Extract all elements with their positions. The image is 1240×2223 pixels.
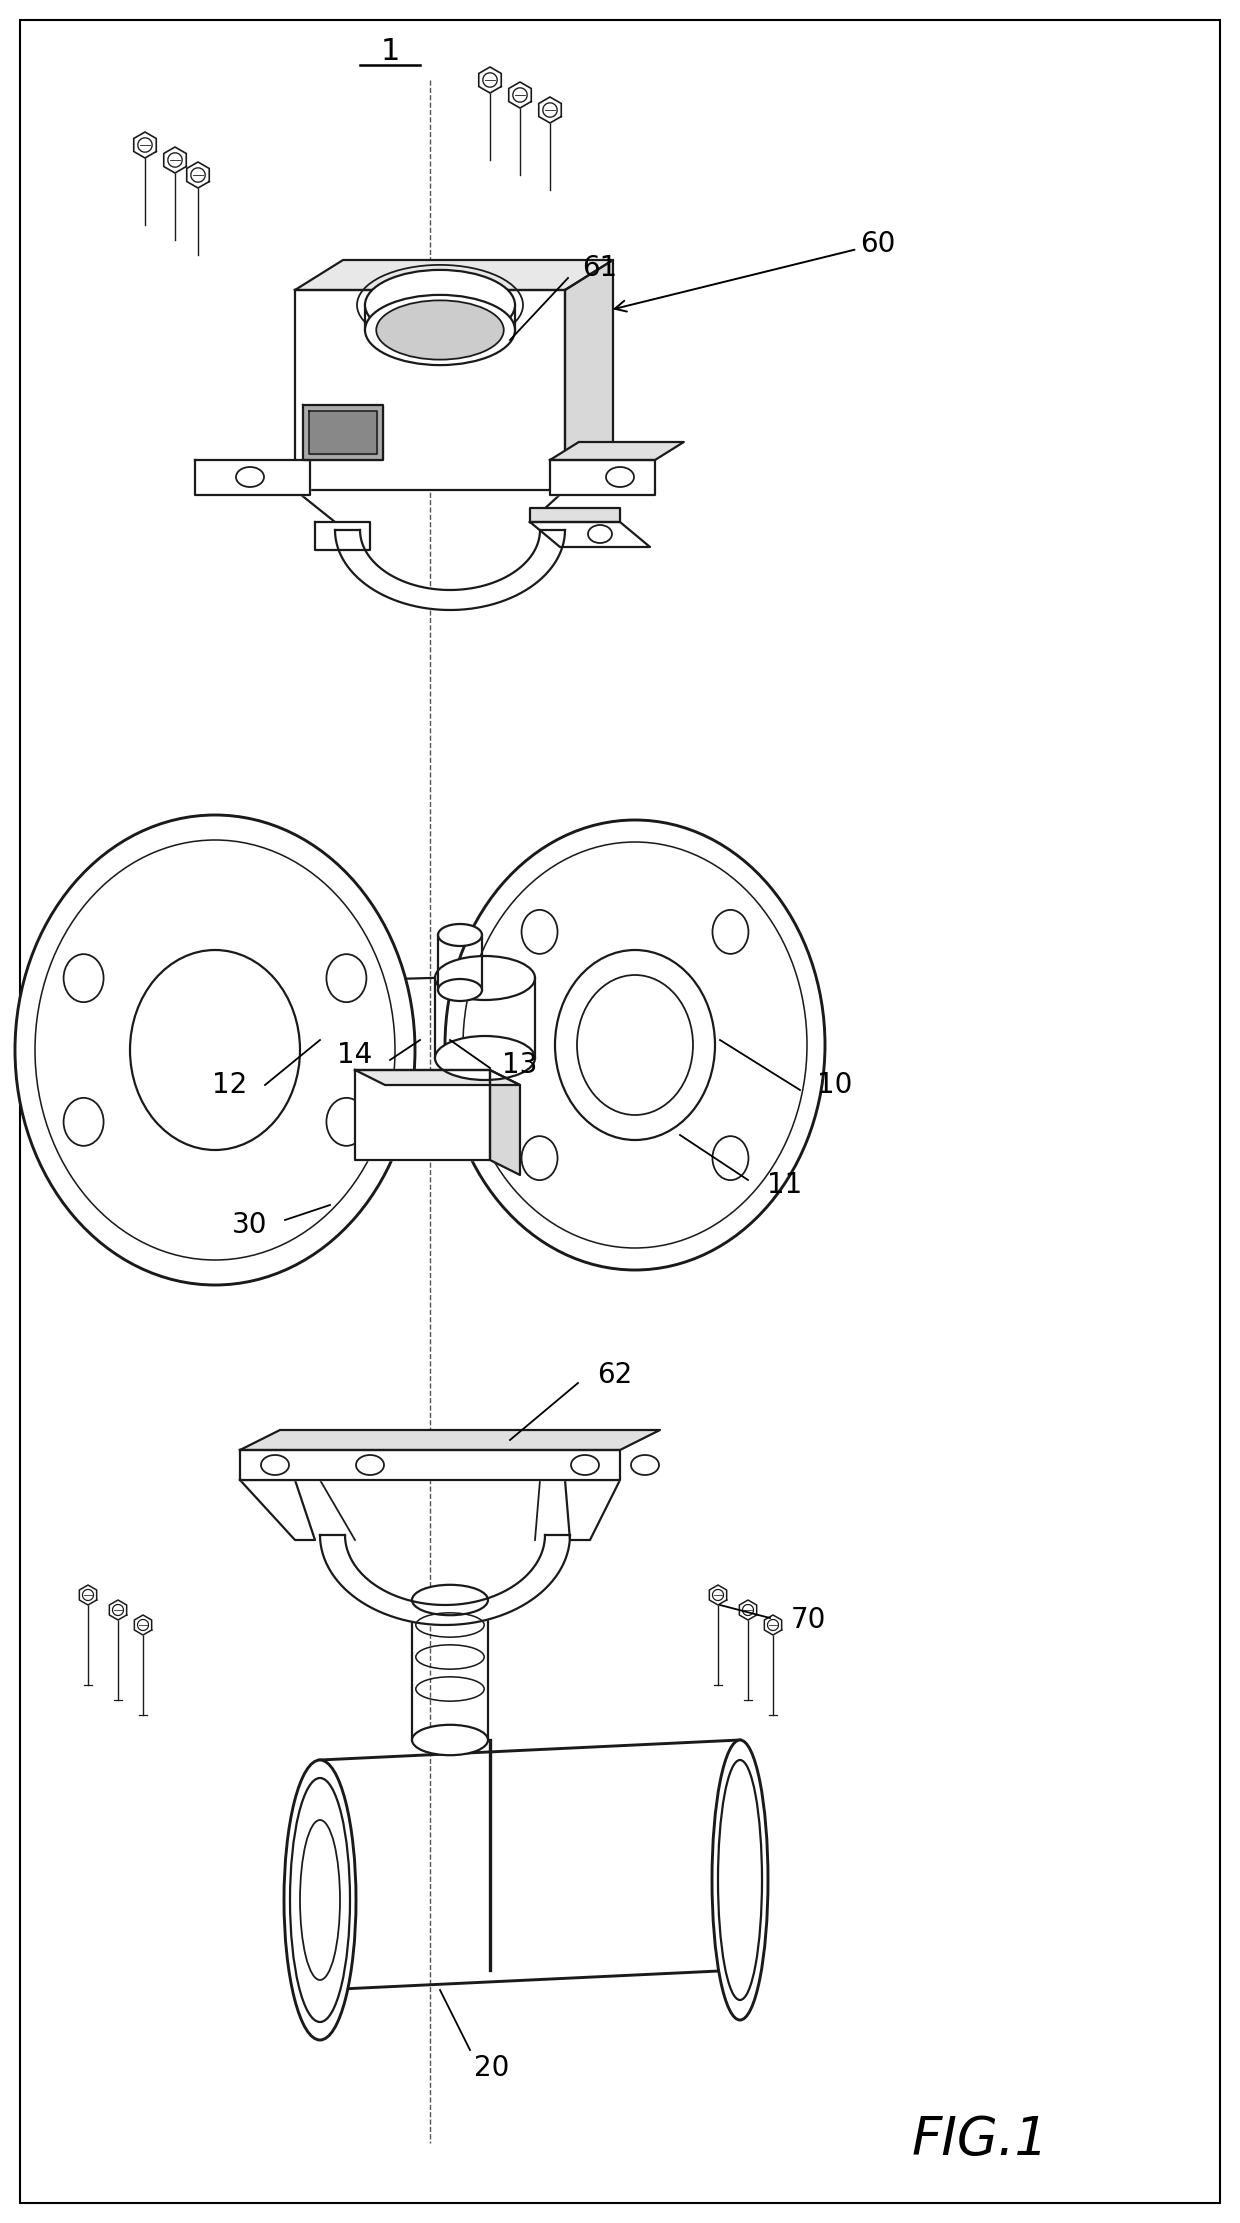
Ellipse shape — [631, 1456, 658, 1476]
Ellipse shape — [412, 1585, 489, 1616]
Polygon shape — [134, 131, 156, 158]
Ellipse shape — [326, 954, 366, 1003]
Polygon shape — [134, 1614, 151, 1634]
Text: 10: 10 — [817, 1071, 853, 1098]
Ellipse shape — [260, 1456, 289, 1476]
Polygon shape — [164, 147, 186, 173]
Ellipse shape — [445, 820, 825, 1269]
Ellipse shape — [713, 909, 749, 954]
Ellipse shape — [570, 1456, 599, 1476]
Polygon shape — [109, 1601, 126, 1621]
Ellipse shape — [556, 949, 715, 1140]
Ellipse shape — [435, 956, 534, 1000]
Ellipse shape — [435, 1036, 534, 1080]
Text: 20: 20 — [475, 2054, 510, 2083]
Ellipse shape — [284, 1761, 356, 2041]
Text: FIG.1: FIG.1 — [911, 2114, 1049, 2165]
Polygon shape — [529, 522, 650, 547]
Text: 30: 30 — [232, 1212, 268, 1238]
Polygon shape — [538, 98, 562, 122]
Polygon shape — [565, 260, 613, 489]
Polygon shape — [187, 162, 210, 189]
Polygon shape — [295, 289, 565, 489]
Polygon shape — [764, 1614, 781, 1634]
Text: 61: 61 — [583, 253, 618, 282]
Polygon shape — [355, 1069, 520, 1085]
Polygon shape — [79, 1585, 97, 1605]
Ellipse shape — [356, 1456, 384, 1476]
Polygon shape — [303, 405, 383, 460]
Polygon shape — [355, 1069, 490, 1160]
Ellipse shape — [376, 300, 503, 360]
Text: 14: 14 — [337, 1040, 373, 1069]
Polygon shape — [241, 1481, 315, 1541]
Ellipse shape — [412, 1725, 489, 1756]
Polygon shape — [739, 1601, 756, 1621]
Ellipse shape — [438, 978, 482, 1000]
Polygon shape — [241, 1449, 620, 1481]
Ellipse shape — [712, 1741, 768, 2021]
Ellipse shape — [522, 1136, 558, 1180]
Ellipse shape — [365, 269, 515, 340]
Ellipse shape — [606, 467, 634, 487]
Ellipse shape — [522, 909, 558, 954]
Ellipse shape — [326, 1098, 366, 1145]
Text: 1: 1 — [381, 38, 399, 67]
Polygon shape — [241, 1429, 660, 1449]
Polygon shape — [315, 522, 370, 549]
Ellipse shape — [15, 816, 415, 1285]
Ellipse shape — [365, 296, 515, 365]
Ellipse shape — [588, 525, 613, 542]
Polygon shape — [529, 509, 620, 522]
Text: 60: 60 — [615, 229, 895, 311]
Ellipse shape — [713, 1136, 749, 1180]
Polygon shape — [508, 82, 531, 109]
Polygon shape — [551, 442, 683, 460]
Text: 11: 11 — [768, 1172, 802, 1198]
Text: 12: 12 — [212, 1071, 248, 1098]
Polygon shape — [195, 460, 310, 496]
Ellipse shape — [290, 1778, 350, 2023]
Polygon shape — [309, 411, 377, 453]
Text: 13: 13 — [502, 1051, 538, 1078]
Polygon shape — [565, 1481, 620, 1541]
Polygon shape — [551, 460, 655, 496]
Ellipse shape — [438, 925, 482, 947]
Polygon shape — [490, 1069, 520, 1176]
Polygon shape — [479, 67, 501, 93]
Polygon shape — [709, 1585, 727, 1605]
Ellipse shape — [130, 949, 300, 1149]
Ellipse shape — [63, 954, 104, 1003]
Text: 62: 62 — [598, 1360, 632, 1389]
Polygon shape — [335, 529, 565, 609]
Ellipse shape — [236, 467, 264, 487]
Polygon shape — [295, 260, 613, 289]
Ellipse shape — [63, 1098, 104, 1145]
Text: 70: 70 — [790, 1605, 826, 1634]
Polygon shape — [320, 1536, 570, 1625]
